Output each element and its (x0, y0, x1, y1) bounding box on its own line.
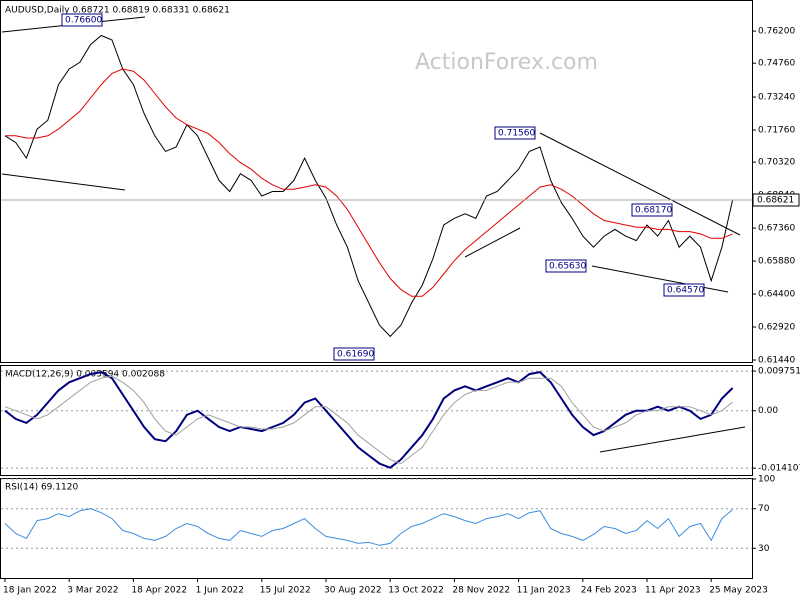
price-panel (0, 0, 753, 363)
x-tick-label: 28 Nov 2022 (452, 586, 510, 596)
y-tick-label: 0.70320 (758, 158, 795, 168)
y-tick-label: 0.67360 (758, 224, 795, 234)
y-tick-label: 0.65880 (758, 257, 795, 267)
series-line (4, 371, 734, 469)
chart-title: AUDUSD,Daily 0.68721 0.68819 0.68331 0.6… (5, 6, 230, 16)
y-tick-label: 0.009751 (758, 367, 800, 377)
y-tick-label: 100 (758, 475, 775, 485)
y-tick-label: 0.00 (758, 406, 778, 416)
x-tick-label: 13 Oct 2022 (388, 586, 444, 596)
annotation-box (61, 13, 103, 27)
x-tick-label: 24 Feb 2023 (581, 586, 637, 596)
y-tick-label: 0.64400 (758, 290, 795, 300)
y-tick-label: 30 (758, 544, 770, 554)
x-tick-label: 15 Jul 2022 (260, 586, 311, 596)
annotation: 0.64570 (667, 286, 704, 296)
series-line (4, 375, 733, 465)
annotation: 0.65630 (549, 262, 586, 272)
macd-panel (0, 365, 753, 476)
annotation: 0.68170 (635, 206, 672, 216)
annotation: 0.61690 (337, 350, 374, 360)
macd-title: MACD(12,26,9) 0.005594 0.002088 (5, 370, 165, 380)
trendline (599, 426, 746, 453)
series-line (4, 34, 734, 338)
y-tick-label: 0.73240 (758, 93, 795, 103)
y-tick-label: 0.71760 (758, 126, 795, 136)
x-tick-label: 1 Jun 2022 (196, 586, 244, 596)
x-tick-label: 11 Jan 2023 (517, 586, 571, 596)
rsi-title: RSI(14) 69.1120 (5, 483, 78, 493)
x-tick-label: 18 Apr 2022 (131, 586, 187, 596)
x-tick-label: 11 Apr 2023 (645, 586, 701, 596)
trendline (539, 132, 741, 236)
annotation-box (631, 203, 673, 217)
trendline (591, 265, 729, 293)
last-price-box (752, 193, 800, 207)
y-tick-label: 0.62920 (758, 323, 795, 333)
annotation: 0.71560 (498, 129, 535, 139)
last-price-label: 0.68621 (757, 195, 794, 205)
annotation-box (663, 283, 705, 297)
y-tick-label: 0.76200 (758, 27, 795, 37)
watermark: ActionForex.com (415, 50, 598, 75)
y-tick-label: -0.014107 (758, 464, 800, 474)
x-tick-label: 18 Jan 2022 (3, 586, 57, 596)
annotation-box (494, 126, 536, 140)
x-tick-label: 30 Aug 2022 (324, 586, 382, 596)
x-tick-label: 25 May 2023 (709, 586, 768, 596)
annotation-box (545, 259, 587, 273)
trendline (464, 227, 521, 258)
series-line (4, 508, 733, 546)
x-tick-label: 3 Mar 2022 (67, 586, 118, 596)
annotation-box (333, 347, 375, 361)
y-tick-label: 0.61440 (758, 355, 795, 365)
y-tick-label: 0.74760 (758, 59, 795, 69)
trendline (1, 173, 126, 191)
y-tick-label: 70 (758, 504, 770, 514)
annotation: 0.76600 (65, 16, 102, 26)
series-line (5, 68, 733, 297)
